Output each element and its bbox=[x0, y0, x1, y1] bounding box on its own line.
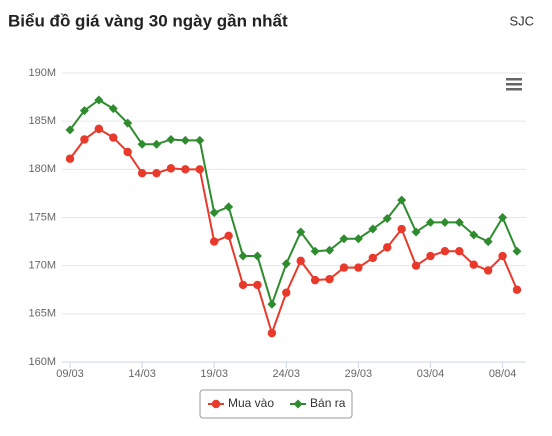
point bbox=[469, 230, 479, 240]
menu-bar bbox=[506, 88, 522, 91]
y-tick-label: 180M bbox=[28, 163, 56, 175]
point bbox=[195, 135, 205, 145]
point bbox=[454, 217, 464, 227]
point bbox=[211, 399, 221, 409]
legend-label: Mua vào bbox=[228, 396, 274, 410]
point bbox=[354, 263, 363, 272]
point bbox=[224, 202, 234, 212]
legend-item[interactable]: Mua vào bbox=[208, 396, 274, 410]
y-tick-label: 175M bbox=[28, 211, 56, 223]
point bbox=[512, 285, 522, 294]
point bbox=[166, 164, 176, 173]
point bbox=[368, 224, 378, 234]
y-tick-label: 170M bbox=[28, 260, 56, 272]
series-line bbox=[69, 127, 518, 337]
point bbox=[397, 195, 407, 205]
point bbox=[152, 168, 161, 178]
point bbox=[440, 247, 450, 256]
point bbox=[109, 133, 118, 142]
point bbox=[137, 139, 147, 149]
point bbox=[325, 274, 334, 284]
y-tick-label: 185M bbox=[28, 115, 56, 127]
point bbox=[65, 125, 75, 135]
point bbox=[79, 106, 89, 116]
point bbox=[339, 234, 349, 244]
x-tick-label: 19/03 bbox=[200, 368, 228, 380]
point bbox=[267, 299, 277, 309]
point bbox=[310, 275, 320, 285]
menu-button[interactable] bbox=[506, 78, 522, 91]
x-tick-label: 29/03 bbox=[345, 368, 373, 380]
point bbox=[108, 104, 118, 114]
point bbox=[382, 213, 392, 223]
point bbox=[181, 165, 190, 174]
series bbox=[65, 124, 522, 338]
point bbox=[152, 139, 162, 149]
x-tick-label: 14/03 bbox=[128, 368, 156, 380]
point bbox=[512, 246, 522, 256]
point bbox=[455, 247, 464, 256]
point bbox=[498, 251, 507, 261]
legend-item[interactable]: Bán ra bbox=[290, 396, 346, 410]
legend-label: Bán ra bbox=[310, 396, 346, 410]
point bbox=[180, 135, 190, 145]
x-tick-label: 24/03 bbox=[273, 368, 301, 380]
point bbox=[252, 251, 262, 261]
y-tick-label: 160M bbox=[28, 356, 56, 368]
point bbox=[65, 154, 75, 163]
point bbox=[325, 245, 335, 255]
chart-title: Biểu đồ giá vàng 30 ngày gần nhất bbox=[8, 11, 288, 30]
point bbox=[383, 243, 392, 252]
point bbox=[209, 208, 219, 218]
point bbox=[224, 231, 233, 241]
point bbox=[339, 263, 349, 272]
point bbox=[397, 224, 406, 234]
point bbox=[166, 134, 176, 144]
point bbox=[267, 328, 277, 338]
legend-box bbox=[199, 389, 353, 419]
series bbox=[65, 95, 522, 309]
x-tick-label: 08/04 bbox=[489, 368, 517, 380]
series-line bbox=[69, 98, 518, 308]
menu-bar bbox=[506, 83, 522, 86]
point bbox=[425, 217, 435, 227]
point bbox=[94, 124, 104, 134]
y-tick-label: 165M bbox=[28, 308, 56, 320]
point bbox=[282, 288, 291, 297]
point bbox=[238, 280, 248, 290]
point bbox=[137, 168, 147, 178]
y-tick-label: 190M bbox=[28, 67, 56, 79]
point bbox=[80, 135, 89, 144]
x-tick-label: 09/03 bbox=[56, 368, 84, 380]
point bbox=[411, 261, 421, 270]
point bbox=[123, 147, 132, 157]
point bbox=[253, 280, 262, 290]
point bbox=[353, 234, 363, 244]
point bbox=[238, 251, 248, 261]
point bbox=[296, 227, 306, 237]
point bbox=[293, 399, 303, 409]
x-tick-label: 03/04 bbox=[417, 368, 445, 380]
point bbox=[498, 213, 508, 222]
point bbox=[123, 118, 133, 128]
point bbox=[483, 266, 493, 275]
point bbox=[440, 217, 450, 227]
menu-bar bbox=[506, 78, 522, 81]
point bbox=[469, 260, 478, 269]
chart-subtitle: SJC bbox=[509, 13, 534, 28]
point bbox=[368, 253, 378, 263]
point bbox=[94, 95, 104, 105]
point bbox=[310, 246, 320, 256]
point bbox=[483, 237, 493, 247]
point bbox=[426, 251, 435, 261]
point bbox=[411, 227, 421, 237]
point bbox=[296, 256, 305, 266]
point bbox=[195, 165, 204, 174]
point bbox=[281, 259, 291, 269]
point bbox=[209, 237, 219, 246]
